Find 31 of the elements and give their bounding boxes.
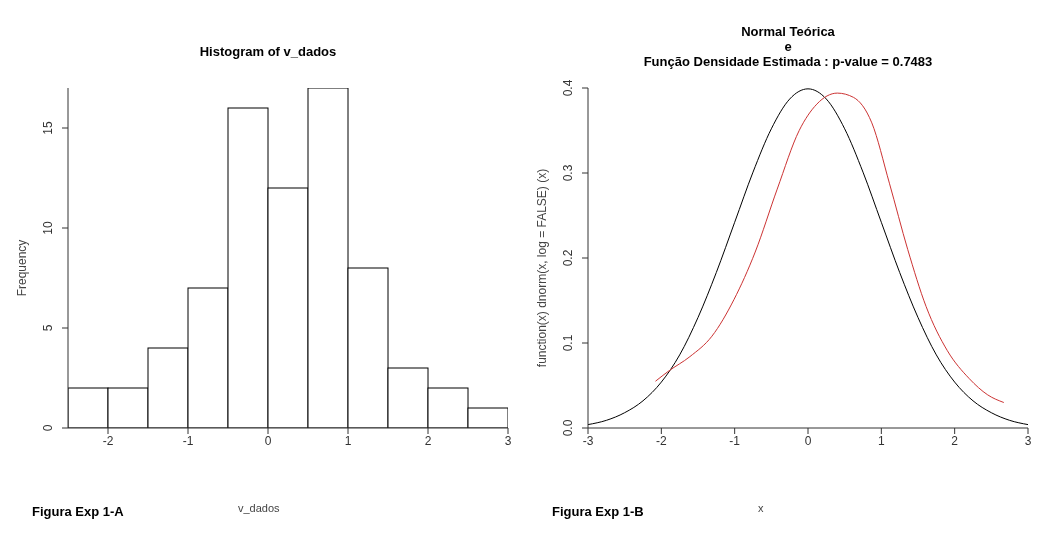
y-tick-label: 0.4 (561, 79, 575, 97)
y-tick-label: 0.3 (561, 164, 575, 182)
x-tick-label: -2 (656, 433, 667, 448)
y-tick-label: 0.1 (561, 334, 575, 352)
chart-title: Histogram of v_dados (198, 44, 338, 59)
line-series (654, 92, 1005, 403)
x-tick-label: 2 (424, 433, 432, 448)
x-tick-label: -1 (729, 433, 741, 448)
x-tick-label: 3 (504, 433, 512, 448)
x-tick-label: 1 (344, 433, 352, 448)
y-tick-label: 0 (41, 424, 55, 432)
x-tick-label: 3 (1024, 433, 1032, 448)
y-tick-label: 0.0 (561, 419, 575, 437)
chart-title: Normal Teórica e Função Densidade Estimada : p-value = 0.7483 (642, 24, 934, 69)
text: Figura Exp 1-B (552, 504, 644, 519)
x-tick-label: -1 (182, 433, 194, 448)
x-tick-label: 1 (877, 433, 885, 448)
y-tick-label: 10 (41, 221, 55, 235)
y-tick-label: 0.2 (561, 249, 575, 267)
y-tick-label: 15 (41, 121, 55, 135)
x-tick-label: 0 (804, 433, 812, 448)
y-axis-title: Frequency (15, 239, 29, 297)
x-axis-title: x (758, 502, 764, 514)
text: Figura Exp 1-A (32, 504, 124, 519)
y-tick-label: 5 (41, 324, 55, 332)
y-axis-title: function(x) dnorm(x, log = FALSE) (x) (535, 168, 549, 368)
x-axis-title: v_dados (238, 502, 280, 514)
x-tick-label: -2 (102, 433, 114, 448)
x-tick-label: 0 (264, 433, 272, 448)
x-tick-label: 2 (951, 433, 959, 448)
x-tick-label: -3 (582, 433, 594, 448)
